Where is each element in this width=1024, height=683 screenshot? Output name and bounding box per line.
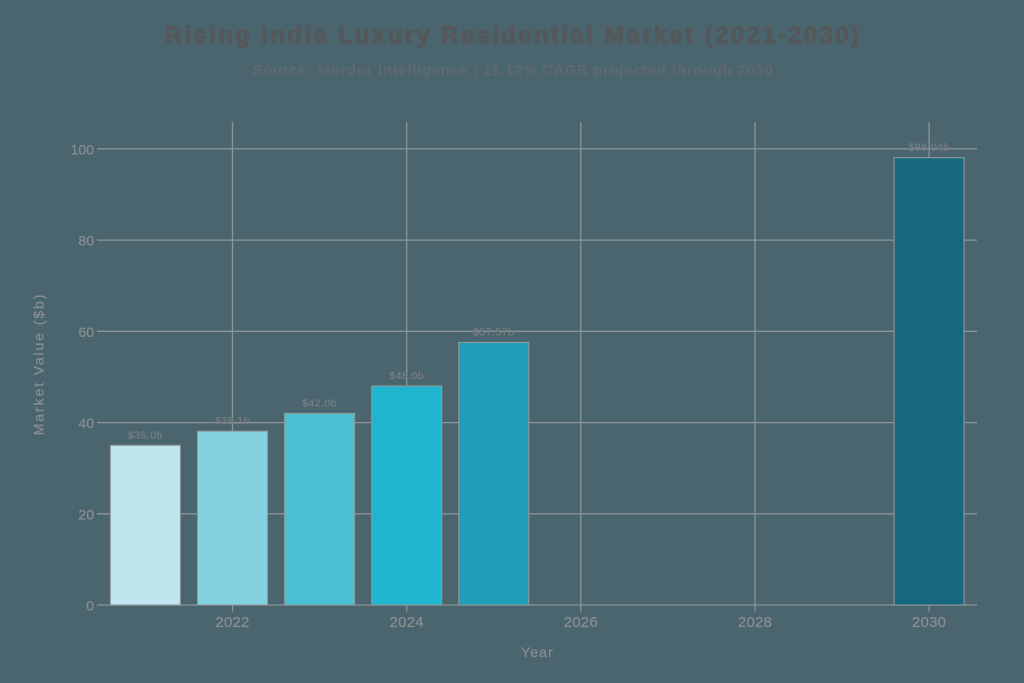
svg-text:Source: Mordor Intelligence |: Source: Mordor Intelligence | 11.12% CAG… xyxy=(253,63,774,79)
svg-text:2028: 2028 xyxy=(738,614,772,631)
svg-text:Market Value ($b): Market Value ($b) xyxy=(31,293,47,436)
svg-text:$57.57b: $57.57b xyxy=(473,326,514,338)
svg-text:40: 40 xyxy=(78,415,94,431)
svg-text:$35.0b: $35.0b xyxy=(128,429,163,441)
svg-text:2030: 2030 xyxy=(912,614,946,631)
svg-text:2024: 2024 xyxy=(390,614,424,631)
svg-text:$98.04b: $98.04b xyxy=(909,142,950,154)
svg-text:2022: 2022 xyxy=(215,614,249,631)
svg-text:Year: Year xyxy=(521,644,554,660)
svg-text:$48.0b: $48.0b xyxy=(389,370,424,382)
svg-text:0: 0 xyxy=(86,598,94,614)
svg-text:100: 100 xyxy=(71,141,95,157)
svg-text:$38.1b: $38.1b xyxy=(215,415,250,427)
svg-text:$42.0b: $42.0b xyxy=(302,397,337,409)
svg-text:Rising India Luxury Residentia: Rising India Luxury Residential Market (… xyxy=(165,22,861,49)
svg-text:60: 60 xyxy=(78,324,94,340)
svg-text:2026: 2026 xyxy=(564,614,598,631)
svg-text:80: 80 xyxy=(78,233,94,249)
svg-text:20: 20 xyxy=(78,506,94,522)
